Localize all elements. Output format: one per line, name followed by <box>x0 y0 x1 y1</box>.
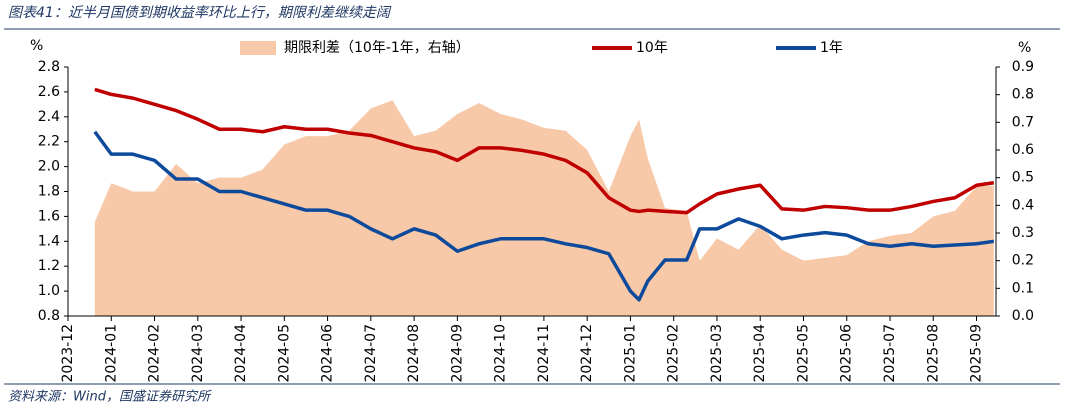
x-tick-label: 2024-08 <box>406 324 422 383</box>
x-tick-label: 2024-11 <box>536 324 552 383</box>
x-tick-label: 2025-04 <box>752 324 768 383</box>
yield-line <box>93 130 995 302</box>
x-tick-label: 2024-01 <box>103 324 119 383</box>
x-tick-label: 2024-04 <box>233 324 249 383</box>
y-tick-label: 2.4 <box>38 109 60 125</box>
x-tick-label: 2024-06 <box>320 324 336 383</box>
y-tick-label: 1.0 <box>38 283 60 299</box>
x-tick-label: 2025-05 <box>795 324 811 383</box>
y2-tick-label: 0.9 <box>1012 59 1034 75</box>
spread-area <box>94 100 994 316</box>
y-tick-label: 2.0 <box>38 159 60 175</box>
y2-tick-label: 0.7 <box>1012 114 1034 130</box>
legend-swatch <box>240 41 276 55</box>
chart-title: 图表41：近半月国债到期收益率环比上行，期限利差继续走阔 <box>8 5 392 21</box>
y2-tick-label: 0.8 <box>1012 87 1034 103</box>
y2-tick-label: 0.0 <box>1012 308 1034 324</box>
x-tick-label: 2025-03 <box>709 324 725 383</box>
x-tick-label: 2024-02 <box>147 324 163 383</box>
y2-tick-label: 0.2 <box>1012 253 1034 269</box>
y-tick-label: 1.4 <box>38 233 60 249</box>
x-tick-label: 2024-05 <box>276 324 292 383</box>
x-tick-label: 2025-08 <box>925 324 941 383</box>
y2-tick-label: 0.1 <box>1012 280 1034 296</box>
x-tick-label: 2025-06 <box>839 324 855 383</box>
x-tick-label: 2025-01 <box>622 324 638 383</box>
legend-label: 10年 <box>636 40 668 56</box>
y-tick-label: 2.2 <box>38 134 60 150</box>
legend-label: 期限利差（10年-1年，右轴） <box>284 40 470 56</box>
y-unit: % <box>30 38 43 54</box>
y2-tick-label: 0.5 <box>1012 170 1034 186</box>
x-tick-label: 2023-12 <box>60 324 76 383</box>
y-tick-label: 1.2 <box>38 258 60 274</box>
yield-line <box>94 87 995 215</box>
legend-label: 1年 <box>820 40 843 56</box>
y-tick-label: 1.8 <box>38 184 60 200</box>
y2-tick-label: 0.3 <box>1012 225 1034 241</box>
x-tick-label: 2025-07 <box>882 324 898 383</box>
y-tick-label: 2.8 <box>38 59 60 75</box>
x-tick-label: 2025-09 <box>969 324 985 383</box>
y2-tick-label: 0.6 <box>1012 142 1034 158</box>
y-tick-label: 0.8 <box>38 308 60 324</box>
x-tick-label: 2024-03 <box>190 324 206 383</box>
y2-unit: % <box>1018 40 1031 56</box>
y2-tick-label: 0.4 <box>1012 197 1034 213</box>
x-tick-label: 2025-02 <box>666 324 682 383</box>
x-tick-label: 2024-07 <box>363 324 379 383</box>
x-tick-label: 2024-12 <box>579 324 595 383</box>
x-tick-label: 2024-09 <box>449 324 465 383</box>
y-tick-label: 2.6 <box>38 84 60 100</box>
x-tick-label: 2024-10 <box>493 324 509 383</box>
y-tick-label: 1.6 <box>38 208 60 224</box>
source-note: 资料来源：Wind，国盛证券研究所 <box>8 389 212 405</box>
